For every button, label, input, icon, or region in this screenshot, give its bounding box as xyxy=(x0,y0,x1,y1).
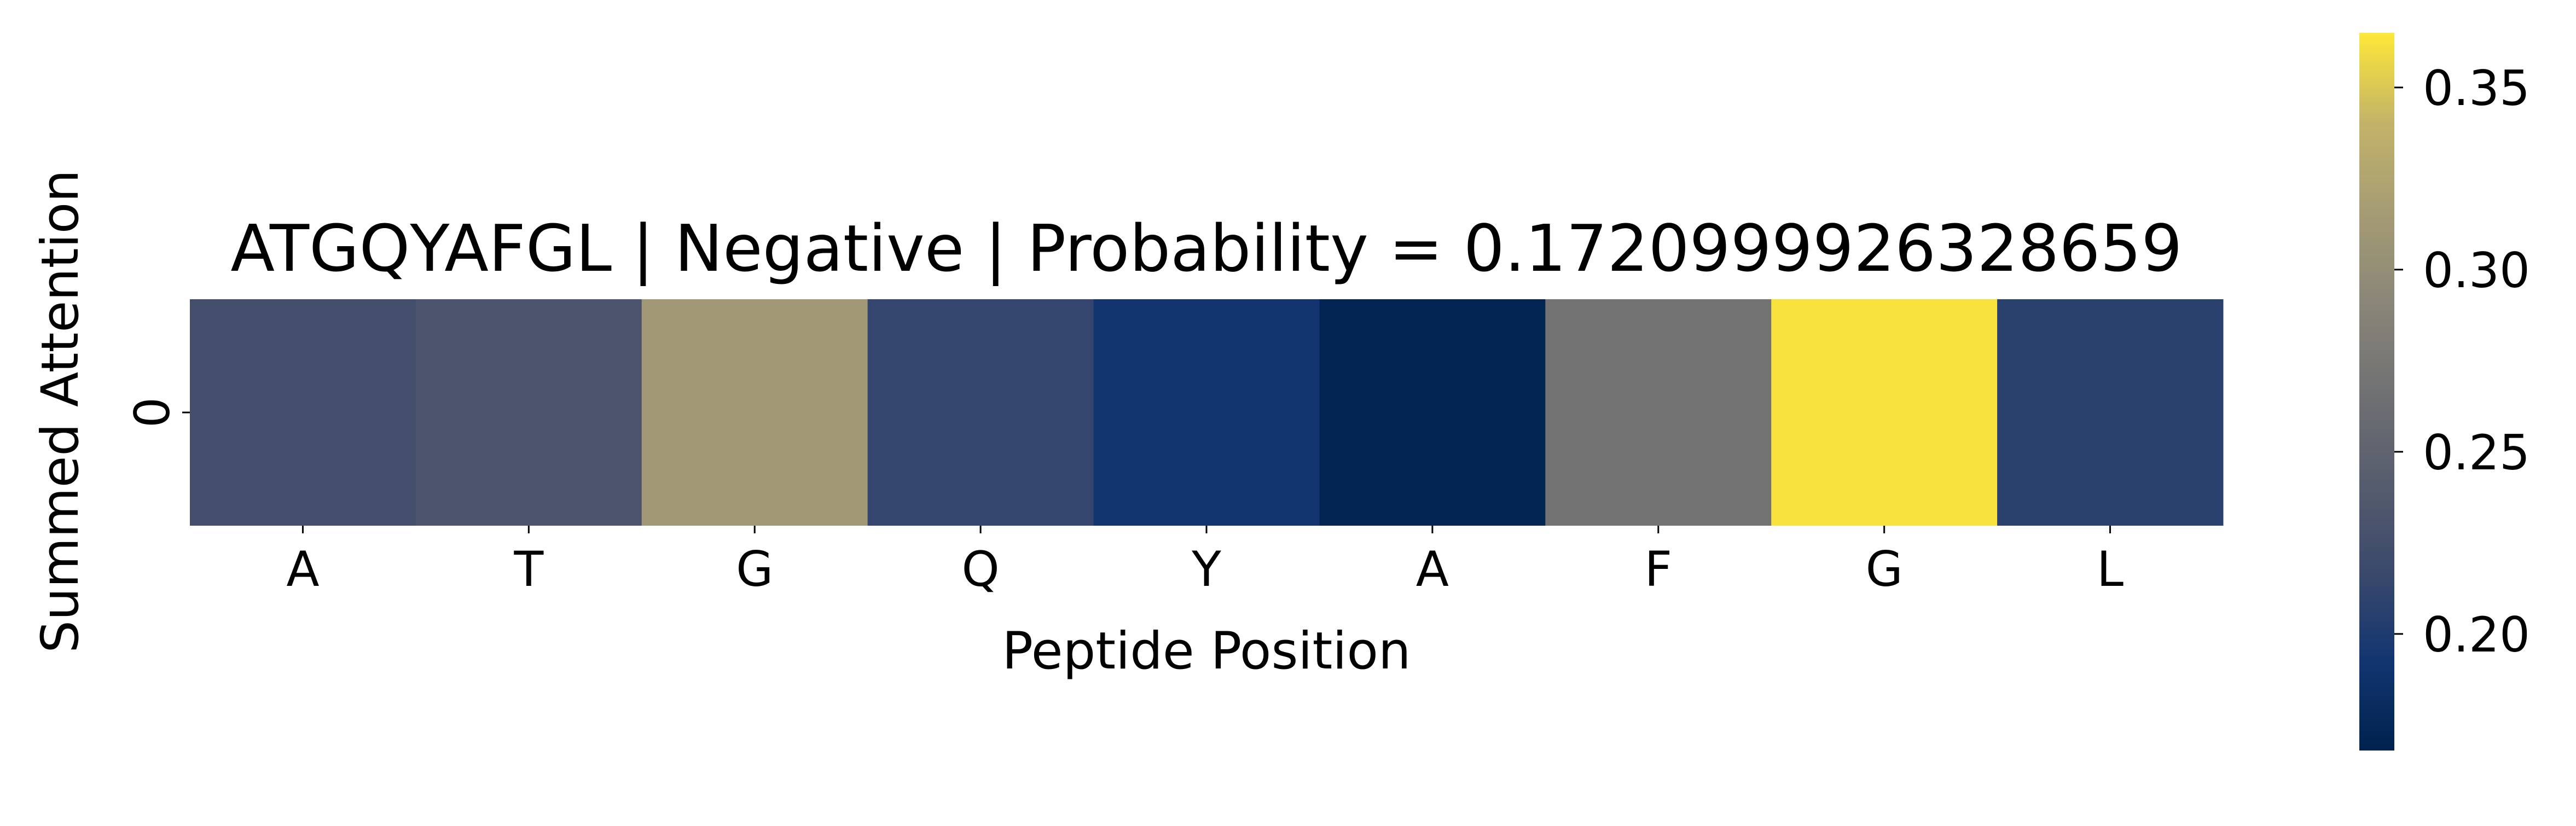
colorbar-gradient xyxy=(2359,33,2394,751)
x-tick-label-3: Q xyxy=(961,541,999,597)
x-tick-label-5: A xyxy=(1416,541,1449,597)
x-tick-label-6: F xyxy=(1644,541,1672,597)
x-tick-label-1: T xyxy=(513,541,544,597)
heatmap-cell-0-1 xyxy=(415,299,642,526)
heatmap-cell-0-7 xyxy=(1771,299,1998,526)
x-tick-label-2: G xyxy=(736,541,773,597)
x-tick-label-0: A xyxy=(286,541,319,597)
colorbar-tick-label-3: 0.35 xyxy=(2423,60,2530,117)
heatmap-cell-0-0 xyxy=(190,299,416,526)
heatmap-cell-0-2 xyxy=(641,299,868,526)
y-axis-ticks: 0 xyxy=(124,397,190,428)
chart-title: ATGQYAFGL | Negative | Probability = 0.1… xyxy=(230,211,2182,286)
x-tick-label-4: Y xyxy=(1191,541,1221,597)
colorbar-tick-label-1: 0.25 xyxy=(2423,424,2530,481)
heatmap-cell-0-6 xyxy=(1545,299,1772,526)
y-tick-label-0: 0 xyxy=(124,397,181,428)
colorbar-tick-label-2: 0.30 xyxy=(2423,242,2530,299)
heatmap-cell-0-4 xyxy=(1093,299,1320,526)
x-tick-label-8: L xyxy=(2097,541,2124,597)
heatmap-cell-0-5 xyxy=(1319,299,1546,526)
colorbar-ticks: 0.20 0.25 0.30 0.35 xyxy=(2394,60,2530,663)
heatmap-cells xyxy=(190,299,2224,526)
x-tick-label-7: G xyxy=(1866,541,1903,597)
heatmap-cell-0-8 xyxy=(1997,299,2224,526)
x-axis-label: Peptide Position xyxy=(1002,621,1411,681)
colorbar: 0.20 0.25 0.30 0.35 xyxy=(2359,33,2530,751)
heatmap-cell-0-3 xyxy=(867,299,1094,526)
y-axis-label: Summed Attention xyxy=(31,170,90,653)
colorbar-tick-label-0: 0.20 xyxy=(2423,607,2530,663)
